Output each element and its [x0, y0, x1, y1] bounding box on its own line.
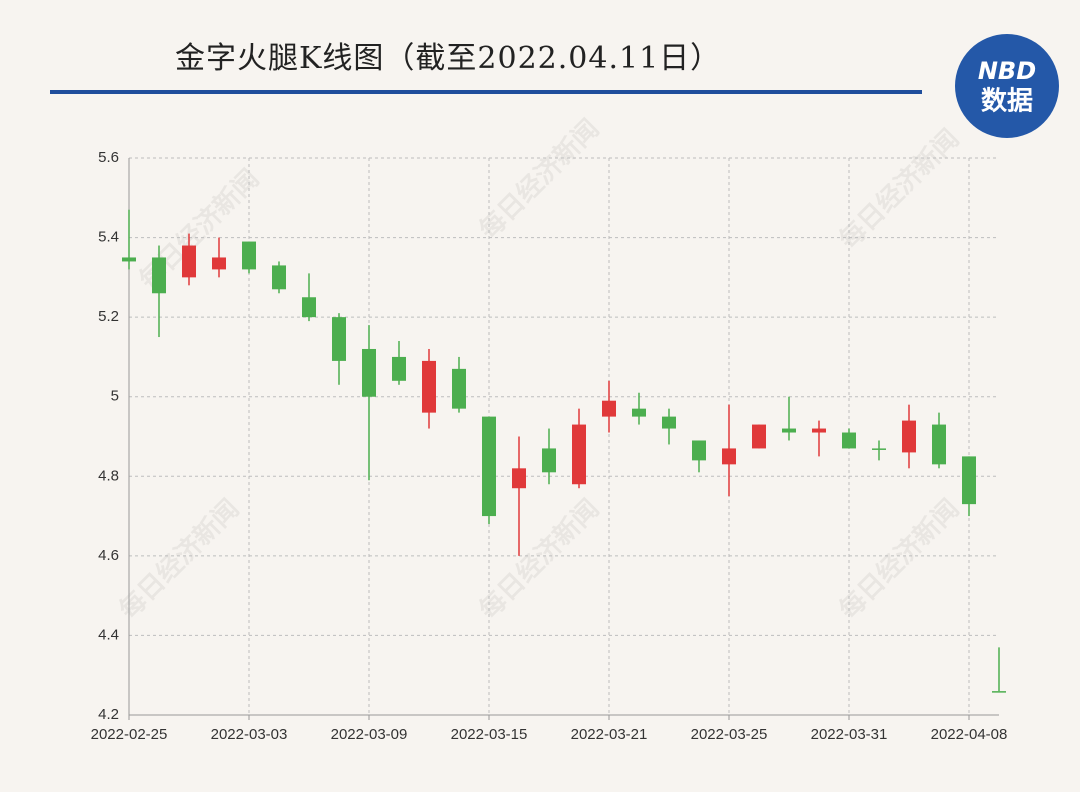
candle-body: [842, 432, 856, 449]
x-tick-label: 2022-03-31: [811, 726, 888, 743]
candle-body: [902, 420, 916, 453]
logo-text: 数据: [981, 87, 1033, 117]
candle-body: [452, 368, 466, 409]
candle-body: [182, 245, 196, 278]
candle-body: [422, 360, 436, 413]
candle-body: [482, 416, 496, 517]
x-tick-label: 2022-04-08: [931, 726, 1008, 743]
candle-body: [542, 448, 556, 473]
watermark: 每日经济新闻: [833, 493, 965, 625]
candle-body: [932, 424, 946, 465]
candle-body: [392, 356, 406, 381]
candle-body: [242, 241, 256, 270]
watermark: 每日经济新闻: [473, 113, 605, 245]
y-tick-label: 4.2: [98, 706, 119, 723]
candle-body: [662, 416, 676, 429]
candle-body: [362, 348, 376, 397]
y-tick-label: 4.4: [98, 626, 119, 643]
title-rule: [50, 90, 922, 94]
y-tick-label: 4.6: [98, 547, 119, 564]
candle-body: [692, 440, 706, 461]
chart-title: 金字火腿K线图（截至2022.04.11日）: [175, 41, 721, 76]
x-tick-label: 2022-02-25: [91, 726, 168, 743]
candle-body: [962, 456, 976, 505]
candle-body: [212, 257, 226, 270]
candle-body: [782, 428, 796, 433]
x-tick-label: 2022-03-25: [691, 726, 768, 743]
y-tick-label: 4.8: [98, 467, 119, 484]
x-tick-label: 2022-03-09: [331, 726, 408, 743]
y-tick-label: 5: [111, 388, 119, 405]
candle-body: [872, 448, 886, 450]
candle-body: [302, 297, 316, 318]
y-tick-label: 5.2: [98, 308, 119, 325]
candle-body: [752, 424, 766, 449]
x-tick-label: 2022-03-15: [451, 726, 528, 743]
logo-text: NBD: [978, 57, 1036, 85]
candle-body: [572, 424, 586, 485]
candle-body: [632, 408, 646, 417]
candle-body: [602, 400, 616, 417]
candle-body: [812, 428, 826, 433]
y-tick-label: 5.4: [98, 229, 119, 246]
x-tick-label: 2022-03-03: [211, 726, 288, 743]
candle-body: [332, 317, 346, 361]
watermark: 每日经济新闻: [113, 493, 245, 625]
y-tick-label: 5.6: [98, 149, 119, 166]
candle-body: [512, 468, 526, 489]
candle-body: [152, 257, 166, 294]
logo: [955, 34, 1059, 138]
candle-body: [992, 691, 1006, 693]
candle-body: [122, 257, 136, 262]
x-tick-label: 2022-03-21: [571, 726, 648, 743]
candle-body: [272, 265, 286, 290]
candle-body: [722, 448, 736, 465]
watermark: 每日经济新闻: [833, 123, 965, 255]
